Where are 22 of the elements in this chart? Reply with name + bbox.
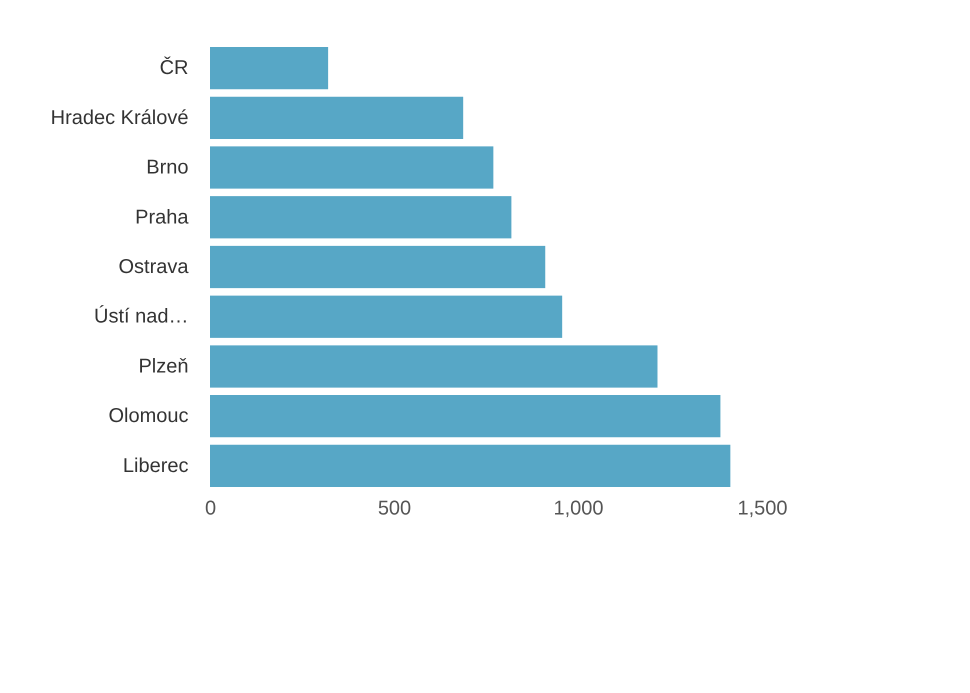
bar — [210, 146, 494, 189]
y-tick-label: Plzeň — [138, 355, 188, 378]
bar — [210, 395, 720, 438]
x-tick-label: 500 — [378, 498, 412, 520]
y-tick-label: Olomouc — [108, 405, 188, 428]
bar — [210, 444, 730, 488]
y-tick-label: Brno — [146, 156, 188, 179]
bar — [210, 46, 328, 90]
bar — [210, 345, 658, 388]
bar — [210, 246, 546, 288]
y-tick-label: ČR — [160, 56, 188, 80]
bar — [210, 96, 464, 139]
y-tick-label: Ostrava — [118, 256, 190, 278]
bar — [210, 296, 562, 338]
x-tick-label: 1,500 — [737, 498, 788, 520]
x-tick-label: 1,000 — [553, 498, 604, 520]
x-tick-label: 0 — [204, 498, 216, 520]
y-tick-label: Praha — [135, 206, 190, 228]
bar — [210, 196, 512, 238]
y-tick-label: Liberec — [122, 454, 188, 477]
y-tick-label: Hradec Králové — [50, 106, 188, 129]
y-tick-label: Ústí nad… — [94, 304, 188, 328]
